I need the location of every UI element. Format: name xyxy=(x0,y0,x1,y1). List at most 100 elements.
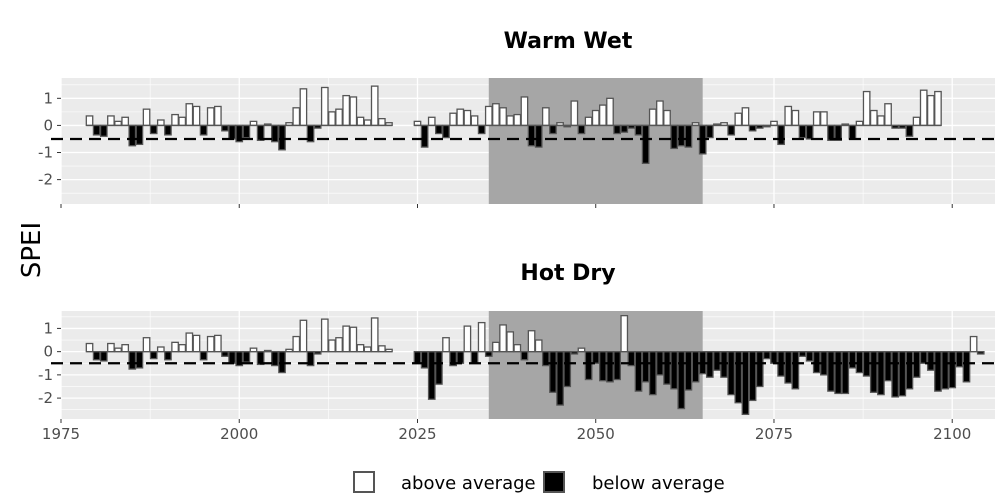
legend-key-above xyxy=(353,471,375,493)
bar-above-average xyxy=(869,109,878,127)
bar-below-average xyxy=(435,350,443,385)
bar-below-average xyxy=(128,124,137,147)
bar-below-average xyxy=(727,124,736,136)
bar-above-average xyxy=(820,111,828,127)
bar-above-average xyxy=(656,100,664,127)
bar-above-average xyxy=(121,116,130,127)
x-tick-label: 2100 xyxy=(933,425,971,443)
bar-below-average xyxy=(242,124,251,139)
bar-below-average xyxy=(705,124,714,139)
bar-below-average xyxy=(663,350,671,385)
bar-above-average xyxy=(142,337,151,353)
bar-below-average xyxy=(591,350,600,364)
bar-below-average xyxy=(905,350,914,390)
bar-above-average xyxy=(363,119,372,127)
bar-above-average xyxy=(299,319,308,353)
bar-above-average xyxy=(363,346,372,353)
bar-above-average xyxy=(520,96,529,127)
bar-below-average xyxy=(848,124,857,140)
y-tick-label: -1 xyxy=(38,366,53,384)
legend-key-below xyxy=(543,471,565,493)
bar-below-average xyxy=(442,124,450,139)
y-tick-label: 1 xyxy=(43,319,53,337)
bar-below-average xyxy=(705,350,714,378)
bar-below-average xyxy=(477,124,486,135)
bar-above-average xyxy=(342,325,351,353)
bar-above-average xyxy=(292,335,301,353)
bar-above-average xyxy=(171,341,179,353)
bar-below-average xyxy=(549,124,557,135)
bar-below-average xyxy=(228,124,236,140)
bar-below-average xyxy=(898,350,907,397)
bar-below-average xyxy=(734,350,743,404)
bar-below-average xyxy=(199,350,208,361)
bar-below-average xyxy=(128,350,137,370)
bar-above-average xyxy=(506,115,515,127)
bar-above-average xyxy=(178,116,187,127)
bar-above-average xyxy=(499,107,507,127)
bar-below-average xyxy=(855,350,864,374)
bar-below-average xyxy=(727,350,736,396)
bar-above-average xyxy=(342,94,351,127)
bar-above-average xyxy=(584,116,593,127)
bar-below-average xyxy=(684,124,693,148)
bar-below-average xyxy=(271,350,279,367)
bar-below-average xyxy=(877,350,885,396)
bar-below-average xyxy=(912,350,921,378)
bar-above-average xyxy=(349,326,358,353)
bar-below-average xyxy=(92,350,101,361)
bar-below-average xyxy=(791,350,800,390)
bar-below-average xyxy=(784,350,793,384)
panel-warm-wet: Warm Wet 1 0 -1 -2 xyxy=(38,29,995,208)
bar-below-average xyxy=(242,350,251,363)
panel-hot-dry: Hot Dry 1 0 -1 -2 1975 2000 2025 2050 2075 2100 xyxy=(38,261,995,443)
bar-above-average xyxy=(377,117,386,127)
bar-below-average xyxy=(456,350,465,364)
bar-below-average xyxy=(770,350,778,364)
bar-below-average xyxy=(926,350,935,371)
y-tick-label: -1 xyxy=(38,144,53,162)
bar-above-average xyxy=(741,107,750,127)
bar-below-average xyxy=(164,124,172,136)
bar-above-average xyxy=(213,105,222,127)
bar-below-average xyxy=(278,350,286,374)
bar-below-average xyxy=(221,350,229,357)
bar-below-average xyxy=(484,350,493,357)
bar-above-average xyxy=(185,332,194,353)
bar-below-average xyxy=(777,124,785,146)
x-tick-label: 2050 xyxy=(577,425,615,443)
bar-below-average xyxy=(149,124,158,135)
bar-above-average xyxy=(527,330,536,353)
x-tick-label: 2000 xyxy=(220,425,258,443)
bar-below-average xyxy=(962,350,971,383)
bar-above-average xyxy=(292,107,301,127)
bar-above-average xyxy=(328,111,336,127)
bar-above-average xyxy=(299,88,308,127)
bar-above-average xyxy=(862,90,871,127)
bar-above-average xyxy=(320,86,329,127)
bar-above-average xyxy=(427,116,436,127)
y-tick-label: -2 xyxy=(38,171,53,189)
bar-below-average xyxy=(221,124,229,132)
bar-below-average xyxy=(648,350,657,396)
bar-below-average xyxy=(934,350,942,392)
y-tick-label: 1 xyxy=(43,89,53,107)
bar-above-average xyxy=(492,103,500,127)
bar-above-average xyxy=(335,108,343,127)
bar-above-average xyxy=(663,109,671,127)
bar-above-average xyxy=(178,344,187,353)
bar-below-average xyxy=(869,350,878,393)
bar-below-average xyxy=(613,350,621,381)
y-tick-label: 0 xyxy=(43,116,53,134)
bar-above-average xyxy=(370,317,379,353)
bar-below-average xyxy=(827,350,835,392)
bar-above-average xyxy=(377,345,386,353)
bar-below-average xyxy=(691,350,700,383)
bar-below-average xyxy=(748,350,757,402)
bar-below-average xyxy=(549,350,557,393)
panel-title: Hot Dry xyxy=(520,261,615,286)
bar-below-average xyxy=(941,350,949,390)
panel-title: Warm Wet xyxy=(504,29,633,54)
bar-above-average xyxy=(877,115,885,127)
bar-below-average xyxy=(848,350,857,369)
